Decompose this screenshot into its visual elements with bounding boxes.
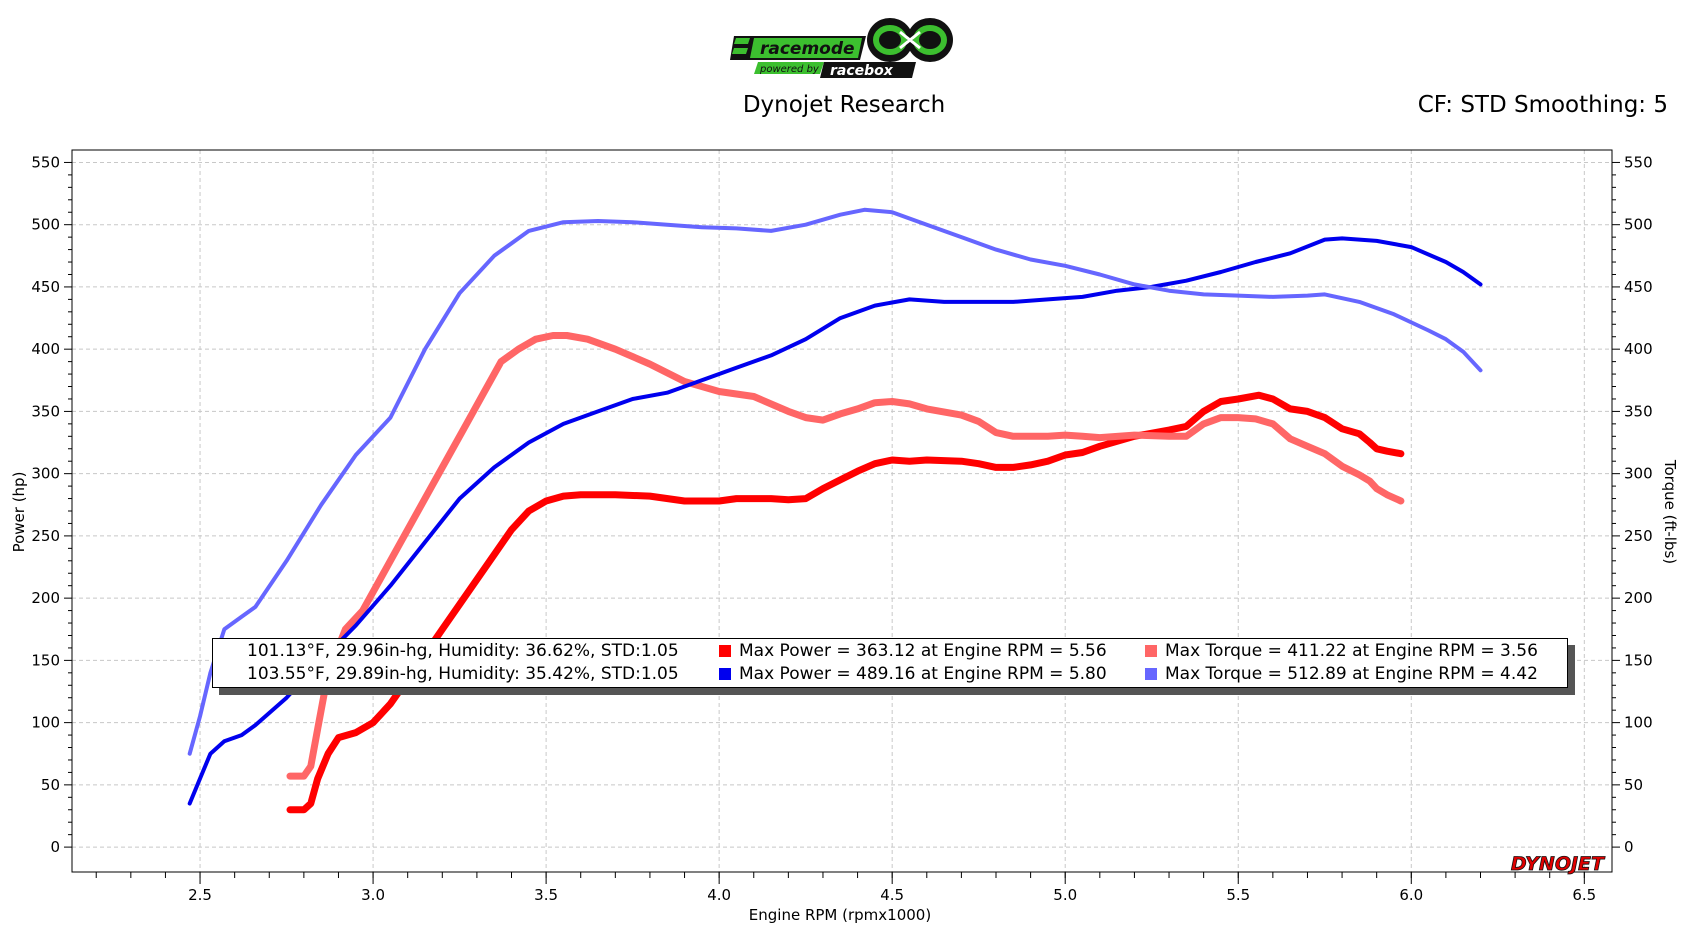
y-axis-left: 0 50 100 150 200 250 300 350 400 450 500 550 [31,153,72,856]
racemode-logo: racemode powered by racebox [730,18,953,79]
y-tick-label: 50 [41,776,60,794]
legend-torque-text: Max Torque = 512.89 at Engine RPM = 4.42 [1165,664,1538,684]
x-tick-label: 3.5 [534,886,558,904]
series-line-run-2-power [187,236,1483,806]
grid-lines [72,150,1612,872]
y2-tick-label: 550 [1624,153,1653,171]
y2-tick-label: 400 [1624,340,1653,358]
plot-frame [71,149,1613,873]
legend-swatch [719,645,731,657]
dynojet-watermark: DYNOJET [1511,853,1606,875]
y-tick-label: 150 [31,651,60,669]
y-axis-right: 0 50 100 150 200 250 300 350 400 450 500 550 [1612,153,1653,856]
chart-title: Dynojet Research [742,92,946,118]
y-tick-label: 350 [31,402,60,420]
plot-border [71,149,1613,873]
legend-conditions: 101.13°F, 29.96in-hg, Humidity: 36.62%, … [247,641,679,661]
legend-power-text: Max Power = 489.16 at Engine RPM = 5.80 [739,664,1107,684]
legend-row-run-2: 103.55°F, 29.89in-hg, Humidity: 35.42%, … [213,664,1567,688]
legend-box: 101.13°F, 29.96in-hg, Humidity: 36.62%, … [212,638,1568,688]
legend-power-text: Max Power = 363.12 at Engine RPM = 5.56 [739,641,1107,661]
x-tick-label: 5.5 [1226,886,1250,904]
y-tick-label: 550 [31,153,60,171]
x-tick-label: 4.5 [880,886,904,904]
legend-power-entry: Max Power = 363.12 at Engine RPM = 5.56 [719,641,1107,661]
y-tick-label: 250 [31,527,60,545]
legend-torque-entry: Max Torque = 512.89 at Engine RPM = 4.42 [1145,664,1538,684]
legend-row-run-1: 101.13°F, 29.96in-hg, Humidity: 36.62%, … [213,641,1567,665]
logo-text-brand: racebox [830,63,894,79]
legend-swatch [719,668,731,680]
logo-text-mid: powered by [759,64,820,75]
y-tick-label: 200 [31,589,60,607]
legend-torque-entry: Max Torque = 411.22 at Engine RPM = 3.56 [1145,641,1538,661]
series-line-run-2-torque [187,207,1483,756]
x-tick-label: 4.0 [707,886,731,904]
y2-tick-label: 300 [1624,465,1653,483]
y-tick-label: 500 [31,216,60,234]
y-tick-label: 400 [31,340,60,358]
y2-tick-label: 150 [1624,651,1653,669]
x-tick-label: 2.5 [188,886,212,904]
x-tick-label: 6.5 [1572,886,1596,904]
y-tick-label: 100 [31,714,60,732]
y2-tick-label: 100 [1624,714,1653,732]
x-axis: 2.5 3.0 3.5 4.0 4.5 5.0 5.5 6.0 6.5 [95,872,1596,904]
y2-tick-label: 50 [1624,776,1643,794]
logo-text-top: racemode [760,39,855,59]
y-tick-label: 450 [31,278,60,296]
series-line-run-1-power [286,391,1405,814]
x-tick-label: 5.0 [1053,886,1077,904]
x-tick-label: 3.0 [361,886,385,904]
legend-power-entry: Max Power = 489.16 at Engine RPM = 5.80 [719,664,1107,684]
y-tick-label: 0 [50,838,60,856]
legend-swatch [1145,645,1157,657]
legend-torque-text: Max Torque = 411.22 at Engine RPM = 3.56 [1165,641,1538,661]
legend-swatch [1145,668,1157,680]
y2-tick-label: 450 [1624,278,1653,296]
correction-factor-label: CF: STD Smoothing: 5 [1417,92,1668,118]
y2-axis-title: Torque (ft-lbs) [1661,459,1679,564]
y2-tick-label: 200 [1624,589,1653,607]
x-tick-label: 6.0 [1399,886,1423,904]
series-line-run-1-torque [286,332,1405,780]
y2-tick-label: 0 [1624,838,1634,856]
y2-tick-label: 350 [1624,402,1653,420]
y2-tick-label: 250 [1624,527,1653,545]
legend-conditions: 103.55°F, 29.89in-hg, Humidity: 35.42%, … [247,664,679,684]
y2-tick-label: 500 [1624,216,1653,234]
x-axis-title: Engine RPM (rpmx1000) [749,906,931,924]
y-tick-label: 300 [31,465,60,483]
infinity-icon [867,18,953,62]
y-axis-title: Power (hp) [10,472,28,553]
series-layer [187,207,1483,814]
